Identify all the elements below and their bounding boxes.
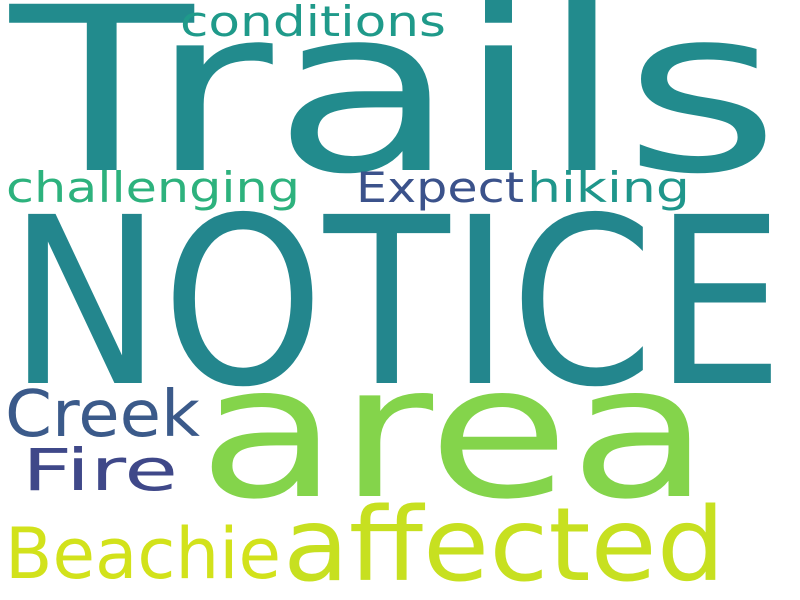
word-challenging: challenging: [6, 163, 300, 212]
word-area: area: [198, 326, 710, 540]
word-notice: NOTICE: [8, 168, 784, 438]
word-conditions: conditions: [180, 0, 446, 46]
word-affected: affected: [283, 486, 725, 600]
word-trails: Trails: [9, 0, 780, 224]
word-hiking: hiking: [527, 163, 690, 212]
word-beachie: Beachie: [5, 513, 281, 595]
word-creek: Creek: [5, 378, 200, 452]
word-expect: Expect: [356, 163, 524, 212]
word-fire: Fire: [22, 436, 178, 504]
